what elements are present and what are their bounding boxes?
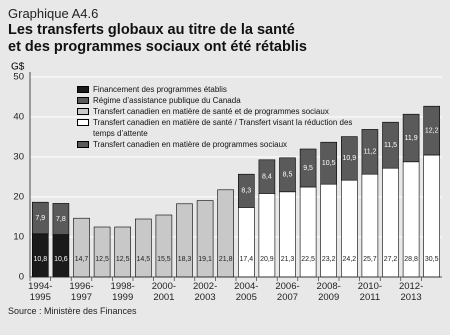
value-label: 17,4	[239, 256, 253, 263]
bar-segment	[299, 148, 317, 188]
value-label: 21,3	[281, 256, 295, 263]
value-label: 24,2	[342, 256, 356, 263]
value-label: 23,2	[322, 256, 336, 263]
legend-entry: Régime d’assistance publique du Canada	[77, 95, 362, 106]
legend-entry: Financement des programmes établis	[77, 84, 362, 95]
value-label: 7,8	[56, 216, 66, 223]
bar-segment	[340, 136, 358, 181]
legend-label: Transfert canadien en matière de santé /…	[93, 118, 353, 138]
bar-segment	[258, 193, 276, 278]
chart-label: Graphique A4.6	[8, 6, 99, 21]
legend-label: Régime d’assistance publique du Canada	[93, 96, 241, 105]
value-label: 14,7	[75, 256, 89, 263]
x-tick-label: 1998-1999	[110, 281, 135, 303]
value-label: 8,4	[262, 173, 272, 180]
value-label: 20,9	[260, 256, 274, 263]
value-label: 22,5	[301, 256, 315, 263]
bar-segment	[279, 157, 296, 193]
legend-swatch	[77, 141, 89, 148]
x-tick-label: 1996-1997	[69, 281, 94, 303]
x-tick-label: 1994-1995	[28, 281, 53, 303]
chart-title-line: Les transferts globaux au titre de la sa…	[8, 22, 295, 38]
y-tick-label: 50	[13, 72, 24, 83]
y-tick-label: 0	[19, 272, 24, 283]
y-tick-label: 10	[13, 232, 24, 243]
x-tick-label: 2012-2013	[398, 281, 424, 303]
legend-label: Transfert canadien en matière de santé e…	[93, 107, 329, 116]
x-tick-label: 2008-2009	[316, 281, 341, 303]
legend-label: Transfert canadien en matière de program…	[93, 140, 288, 149]
value-label: 18,3	[178, 256, 192, 263]
bar-segment	[382, 121, 399, 169]
legend-swatch	[77, 97, 89, 104]
y-tick-label: 40	[13, 112, 24, 123]
value-label: 11,9	[405, 135, 418, 142]
x-tick-label: 2004-2005	[234, 281, 259, 303]
legend-swatch	[77, 119, 89, 126]
value-label: 25,7	[363, 256, 377, 263]
value-label: 30,5	[425, 256, 439, 263]
legend-entry: Transfert canadien en matière de program…	[77, 139, 362, 150]
value-label: 9,5	[303, 165, 313, 172]
chart-title-line: et des programmes sociaux ont été rétabl…	[8, 39, 307, 55]
value-label: 15,5	[157, 256, 171, 263]
bar-segment	[73, 217, 90, 278]
value-label: 27,2	[384, 256, 398, 263]
bar-segment	[93, 226, 111, 278]
value-label: 8,5	[283, 172, 293, 179]
bar-segment	[402, 113, 420, 163]
bar-segment	[320, 183, 338, 278]
value-label: 12,5	[116, 256, 130, 263]
value-label: 12,5	[95, 256, 109, 263]
value-label: 12,2	[425, 127, 439, 134]
bar-segment	[196, 200, 214, 278]
bar-segment	[361, 129, 379, 175]
bar-segment	[238, 173, 255, 208]
bar-segment	[114, 226, 131, 278]
bar-segment	[299, 186, 317, 278]
x-tick-label: 2006-2007	[275, 281, 300, 303]
value-label: 10,9	[342, 155, 356, 162]
legend-entry: Transfert canadien en matière de santé /…	[77, 117, 362, 139]
legend-swatch	[77, 108, 89, 115]
bar-segment	[258, 159, 276, 194]
bar-segment	[31, 201, 49, 235]
value-label: 10,8	[33, 256, 47, 263]
bar-segment	[423, 105, 441, 156]
legend: Financement des programmes établis Régime…	[77, 84, 362, 150]
x-tick-label: 2010-2011	[357, 281, 383, 303]
x-tick-label: 2002-2003	[192, 281, 218, 303]
bar-segment	[155, 214, 173, 278]
bar-segment	[52, 203, 70, 235]
y-tick-label: 20	[13, 192, 24, 203]
bar-segment	[320, 141, 338, 185]
value-label: 7,9	[35, 215, 45, 222]
y-tick-label: 30	[13, 152, 24, 163]
x-tick-label: 2000-2001	[151, 281, 177, 303]
bar-segment	[279, 191, 296, 278]
source: Source : Ministère des Finances	[8, 306, 137, 316]
y-axis-label: G$	[11, 62, 25, 73]
value-label: 8,3	[241, 188, 251, 195]
value-label: 28,8	[404, 256, 418, 263]
bar-segment	[217, 189, 234, 278]
legend-label: Financement des programmes établis	[93, 85, 227, 94]
value-label: 21,8	[219, 256, 233, 263]
value-label: 14,5	[136, 256, 150, 263]
legend-entry: Transfert canadien en matière de santé e…	[77, 106, 362, 117]
value-label: 11,5	[384, 142, 397, 149]
value-label: 11,2	[363, 149, 376, 156]
bar-segment	[135, 218, 152, 278]
legend-swatch	[77, 86, 89, 93]
bar-segment	[238, 207, 255, 278]
value-label: 10,5	[322, 160, 336, 167]
bar-segment	[176, 203, 193, 278]
value-label: 10,6	[54, 256, 68, 263]
value-label: 19,1	[198, 256, 212, 263]
